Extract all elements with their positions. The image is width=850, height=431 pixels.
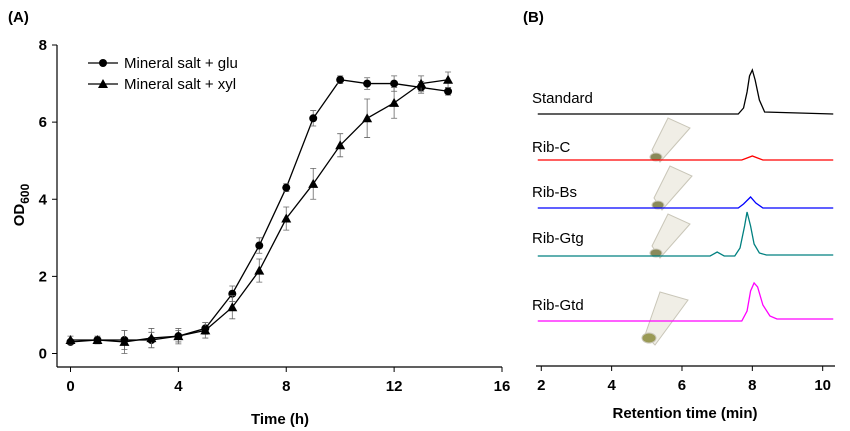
legend-label: Mineral salt + xyl (124, 76, 236, 93)
trace-line (537, 196, 834, 209)
marker (336, 75, 345, 84)
marker (335, 140, 346, 150)
tubes (641, 117, 693, 346)
x-tick-label: 4 (174, 378, 183, 395)
marker (227, 302, 238, 312)
marker (389, 97, 400, 107)
y-axis-title: OD600 (11, 183, 32, 226)
marker (254, 265, 265, 275)
marker (363, 79, 372, 88)
marker (146, 333, 157, 343)
marker (309, 114, 318, 123)
trace-line (537, 68, 834, 115)
panel-label: (A) (8, 9, 29, 26)
legend-marker (98, 79, 108, 88)
y-tick-label: 2 (39, 268, 47, 285)
marker (443, 74, 454, 84)
trace-line (537, 155, 834, 161)
trace-label: Rib-C (532, 139, 571, 156)
y-axis-title-sub: 600 (18, 183, 32, 203)
trace-label: Rib-Bs (532, 184, 577, 201)
marker (282, 183, 291, 192)
x-tick-label: 10 (814, 377, 831, 394)
trace-line (537, 281, 834, 322)
legend-marker (99, 59, 107, 67)
y-tick-label: 8 (39, 37, 47, 54)
x-tick-label: 12 (386, 378, 403, 395)
x-tick-label: 0 (66, 378, 74, 395)
trace-line (537, 211, 834, 257)
y-axis-title-main: OD (11, 204, 28, 227)
marker (308, 178, 319, 188)
marker (281, 213, 292, 223)
y-tick-label: 0 (39, 346, 47, 363)
marker (119, 336, 130, 346)
x-tick-label: 2 (537, 377, 545, 394)
marker (416, 78, 427, 88)
marker (362, 113, 373, 123)
marker (92, 335, 103, 345)
trace-label: Rib-Gtg (532, 230, 584, 247)
x-tick-label: 16 (494, 378, 511, 395)
trace-label: Rib-Gtd (532, 297, 584, 314)
x-tick-label: 8 (748, 377, 756, 394)
marker (255, 241, 264, 250)
marker (200, 325, 211, 335)
marker (173, 331, 184, 341)
marker (65, 335, 76, 345)
y-tick-label: 4 (39, 191, 48, 208)
trace-label: Standard (532, 90, 593, 107)
legend-label: Mineral salt + glu (124, 55, 238, 72)
x-tick-label: 4 (607, 377, 616, 394)
marker (390, 79, 399, 88)
x-tick-label: 6 (678, 377, 686, 394)
panel-label: (B) (523, 9, 544, 26)
x-tick-label: 8 (282, 378, 290, 395)
series-line (70, 79, 449, 343)
marker (444, 87, 453, 96)
series-line (70, 79, 449, 343)
x-axis-title: Retention time (min) (613, 405, 758, 422)
x-axis-title: Time (h) (251, 411, 309, 428)
y-tick-label: 6 (39, 114, 47, 131)
